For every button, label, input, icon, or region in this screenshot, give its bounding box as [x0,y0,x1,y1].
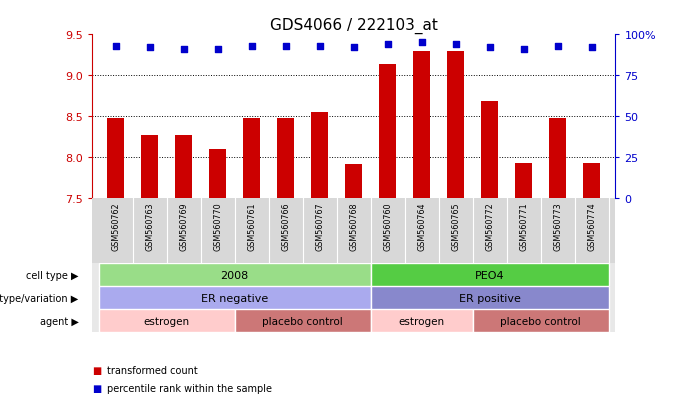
Bar [371,287,609,310]
Text: GSM560765: GSM560765 [451,202,460,250]
Text: GSM560761: GSM560761 [247,202,256,250]
Text: GSM560762: GSM560762 [111,202,120,250]
Bar [413,52,430,199]
Point [450,42,461,48]
Text: estrogen: estrogen [143,316,190,326]
Text: cell type ▶: cell type ▶ [27,270,79,280]
Point [382,42,393,48]
Text: agent ▶: agent ▶ [40,316,79,326]
Text: placebo control: placebo control [500,316,581,326]
Text: GSM560763: GSM560763 [145,202,154,250]
Bar [515,164,532,199]
Text: GSM560769: GSM560769 [179,202,188,250]
Text: 2008: 2008 [220,270,249,280]
Bar [107,119,124,199]
Text: percentile rank within the sample: percentile rank within the sample [107,383,272,393]
Point [586,45,597,52]
Text: ■: ■ [92,365,101,375]
Point [484,45,495,52]
Text: GSM560764: GSM560764 [417,202,426,250]
Text: ER positive: ER positive [459,293,520,303]
Text: genotype/variation ▶: genotype/variation ▶ [0,293,79,303]
Bar [549,119,566,199]
Bar [141,135,158,199]
Point [212,47,223,53]
Point [416,40,427,47]
Text: GSM560772: GSM560772 [485,202,494,250]
Text: estrogen: estrogen [398,316,445,326]
Text: PEO4: PEO4 [475,270,505,280]
Text: GSM560773: GSM560773 [553,202,562,250]
Bar [175,135,192,199]
Point [314,43,325,50]
Point [280,43,291,50]
Bar [99,264,371,287]
Title: GDS4066 / 222103_at: GDS4066 / 222103_at [270,18,437,34]
Bar [99,310,235,332]
Point [178,47,189,53]
Bar [481,102,498,199]
Text: GSM560760: GSM560760 [383,202,392,250]
Text: GSM560771: GSM560771 [519,202,528,250]
Bar [371,310,473,332]
Bar [209,150,226,199]
Text: ER negative: ER negative [201,293,268,303]
Point [348,45,359,52]
Bar [235,310,371,332]
Text: GSM560768: GSM560768 [349,202,358,250]
Bar [379,65,396,199]
Bar [473,310,609,332]
Text: GSM560766: GSM560766 [281,202,290,250]
Point [110,43,121,50]
Bar [583,164,600,199]
Bar [447,52,464,199]
Point [144,45,155,52]
Bar [371,264,609,287]
Bar [277,119,294,199]
Point [552,43,563,50]
Text: GSM560767: GSM560767 [315,202,324,250]
Text: ■: ■ [92,383,101,393]
Bar [243,119,260,199]
Point [518,47,529,53]
Point [246,43,257,50]
Bar [345,164,362,199]
Bar [99,287,371,310]
Text: transformed count: transformed count [107,365,197,375]
Text: GSM560774: GSM560774 [587,202,596,250]
Text: GSM560770: GSM560770 [213,202,222,250]
Text: placebo control: placebo control [262,316,343,326]
Bar [311,113,328,199]
